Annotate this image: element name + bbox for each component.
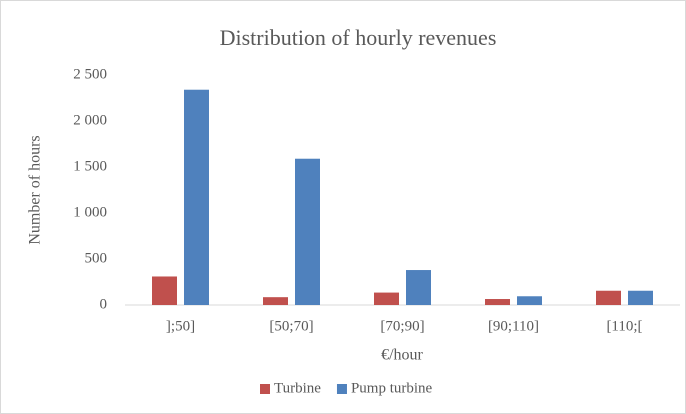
y-tick-label: 500 <box>85 250 108 266</box>
bar <box>406 270 431 305</box>
bar <box>596 290 621 305</box>
x-tick-label: [70;90] <box>380 318 424 334</box>
y-axis-title: Number of hours <box>27 135 44 244</box>
y-tick-label: 2 000 <box>73 112 107 128</box>
legend-swatch <box>260 384 270 394</box>
y-tick-label: 0 <box>100 296 108 312</box>
bar <box>517 296 542 305</box>
y-tick-label: 2 500 <box>73 66 107 82</box>
bar <box>295 158 320 305</box>
x-axis-title: €/hour <box>381 347 423 364</box>
y-tick-label: 1 000 <box>73 204 107 220</box>
x-tick-label: [90;110] <box>488 318 539 334</box>
bar <box>374 292 399 305</box>
x-tick-label: ];50] <box>166 318 195 334</box>
bar <box>184 89 209 305</box>
x-tick-label: [110;[ <box>606 318 642 334</box>
x-tick-label: [50;70] <box>269 318 313 334</box>
legend-swatch <box>336 384 347 394</box>
bar <box>485 299 510 305</box>
bar <box>628 290 653 305</box>
legend-label: Pump turbine <box>351 380 433 396</box>
y-tick-label: 1 500 <box>73 158 107 174</box>
bar <box>152 276 177 305</box>
chart-title: Distribution of hourly revenues <box>220 25 497 50</box>
legend-label: Turbine <box>274 380 321 396</box>
bar <box>263 297 288 305</box>
